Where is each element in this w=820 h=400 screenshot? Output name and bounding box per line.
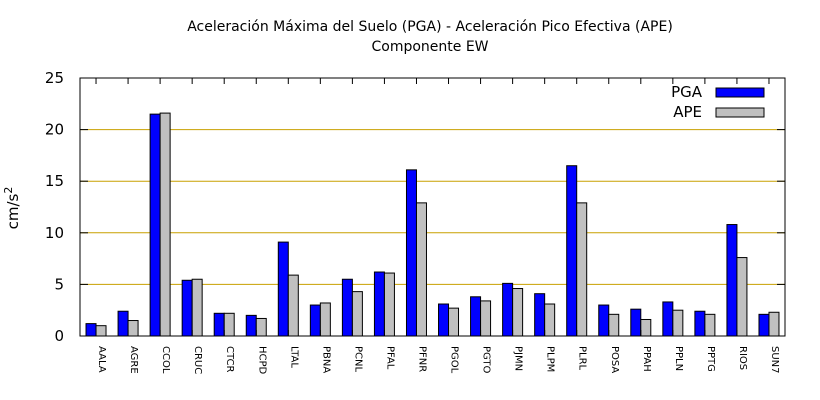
legend: PGA APE <box>671 83 765 121</box>
bar-pga-pcnl <box>341 278 353 337</box>
category-label-pbna: PBNA <box>320 346 331 373</box>
bar-pga-pjmn <box>502 282 514 337</box>
category-label-pcnl: PCNL <box>352 346 363 372</box>
category-label-ppah: PPAH <box>641 346 652 372</box>
bar-pga-pptg <box>694 310 706 337</box>
plot-border <box>79 77 786 337</box>
y-axis-label-exp: 2 <box>2 187 15 194</box>
category-label-agre: AGRE <box>128 346 139 374</box>
bar-pga-plpm <box>534 293 546 337</box>
bar-ape-pcnl <box>351 291 363 337</box>
bar-pga-ppah <box>630 308 642 337</box>
category-label-ctcr: CTCR <box>224 346 235 372</box>
plot-frame <box>79 77 786 337</box>
y-tick-label-0: 0 <box>54 327 64 345</box>
bar-pga-sun7 <box>758 313 770 337</box>
bar-ape-pptg <box>704 313 716 337</box>
bar-pga-agre <box>117 310 129 337</box>
bar-pga-pbna <box>309 304 321 337</box>
bar-pga-ctcr <box>213 312 225 337</box>
category-label-pgol: PGOL <box>449 346 460 374</box>
category-label-ltal: LTAL <box>288 346 299 368</box>
category-label-aala: AALA <box>96 346 107 373</box>
bar-pga-hcpd <box>245 314 257 337</box>
category-label-pfnr: PFNR <box>416 346 427 372</box>
chart-subtitle: Componente EW <box>371 39 488 55</box>
category-label-pjmn: PJMN <box>513 346 524 371</box>
bar-pga-ppln <box>662 301 674 337</box>
bar-pga-cruc <box>181 279 193 337</box>
bar-pga-pgol <box>438 303 450 337</box>
bar-ape-pbna <box>319 302 331 337</box>
bar-ape-plpm <box>544 303 556 337</box>
chart-title: Aceleración Máxima del Suelo (PGA) - Ace… <box>187 19 673 35</box>
y-tick-label-3: 15 <box>45 172 64 190</box>
legend-swatch-pga <box>715 87 765 98</box>
legend-label-pga: PGA <box>671 83 703 101</box>
category-label-pgto: PGTO <box>481 346 492 374</box>
bar-pga-pfal <box>373 271 385 337</box>
category-label-hcpd: HCPD <box>256 346 267 375</box>
category-label-plpm: PLPM <box>545 346 556 372</box>
bar-ape-pjmn <box>512 288 524 337</box>
bar-ape-plrl <box>576 202 588 337</box>
category-label-rios: RIOS <box>737 346 748 370</box>
bar-ape-ppah <box>640 318 652 337</box>
category-label-sun7: SUN7 <box>769 346 780 374</box>
y-tick-label-1: 5 <box>54 275 64 293</box>
category-label-ccol: CCOL <box>160 346 171 374</box>
y-tick-label-5: 25 <box>45 69 64 87</box>
bar-pga-pgto <box>470 296 482 337</box>
bar-ape-sun7 <box>768 311 780 337</box>
bar-ape-ppln <box>672 309 684 337</box>
category-label-posa: POSA <box>609 346 620 373</box>
bar-pga-ltal <box>277 241 289 337</box>
y-tick-label-4: 20 <box>45 121 64 139</box>
bar-pga-plrl <box>566 165 578 337</box>
category-label-ppln: PPLN <box>673 346 684 371</box>
bar-ape-posa <box>608 313 620 337</box>
bar-ape-cruc <box>191 278 203 337</box>
bar-pga-ccol <box>149 113 161 337</box>
category-label-plrl: PLRL <box>577 346 588 371</box>
category-label-cruc: CRUC <box>192 346 203 374</box>
y-axis-label: cm/s2 <box>2 187 22 230</box>
bar-ape-pfnr <box>415 202 427 337</box>
bar-pga-rios <box>726 224 738 337</box>
category-labels: AALA AGRE CCOL CRUC CTCR HCPD LTAL PBNA PCNL PFAL… <box>96 346 780 375</box>
bars <box>85 112 780 337</box>
bar-ape-pgol <box>448 307 460 337</box>
legend-swatch-ape <box>715 107 765 118</box>
bar-ape-agre <box>127 320 139 337</box>
bar-ape-ccol <box>159 112 171 337</box>
category-label-pfal: PFAL <box>384 346 395 370</box>
y-tick-labels: 0 5 10 15 20 25 <box>45 69 64 345</box>
bar-ape-pgto <box>480 300 492 337</box>
bar-ape-rios <box>736 257 748 337</box>
category-label-pptg: PPTG <box>705 346 716 372</box>
legend-label-ape: APE <box>673 103 702 121</box>
bar-ape-ctcr <box>223 312 235 337</box>
bar-ape-hcpd <box>255 317 267 337</box>
bar-ape-aala <box>95 325 107 337</box>
bar-ape-pfal <box>383 272 395 337</box>
y-tick-label-2: 10 <box>45 224 64 242</box>
bar-pga-posa <box>598 304 610 337</box>
bar-pga-pfnr <box>405 169 417 337</box>
bar-ape-ltal <box>287 274 299 337</box>
bar-pga-aala <box>85 323 97 337</box>
y-axis-label-base: cm/s <box>4 193 22 229</box>
